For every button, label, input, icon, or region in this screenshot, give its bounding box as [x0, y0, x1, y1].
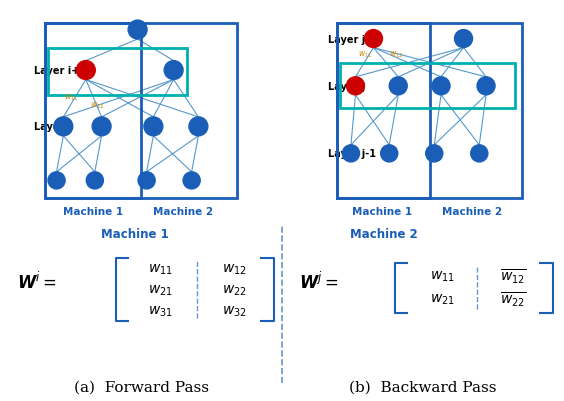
- Circle shape: [138, 172, 155, 189]
- Circle shape: [48, 172, 65, 189]
- Text: $w_{32}$: $w_{32}$: [222, 304, 246, 318]
- Text: $w_{22}$: $w_{22}$: [222, 283, 246, 297]
- Text: $w_{21}$: $w_{21}$: [430, 292, 455, 306]
- Circle shape: [54, 117, 73, 136]
- Circle shape: [183, 172, 200, 189]
- Text: Layer j-1: Layer j-1: [328, 149, 376, 159]
- Text: $w_{11}$: $w_{11}$: [358, 49, 372, 60]
- Text: $\overline{w_{22}}$: $\overline{w_{22}}$: [500, 290, 526, 308]
- Text: $w_{21}$: $w_{21}$: [148, 283, 173, 297]
- Text: $w_{12}$: $w_{12}$: [222, 261, 246, 276]
- Circle shape: [92, 117, 111, 136]
- Text: $w_{11}$: $w_{11}$: [64, 92, 79, 103]
- Circle shape: [76, 61, 95, 80]
- Text: Layer j: Layer j: [328, 82, 365, 91]
- Text: (b)  Backward Pass: (b) Backward Pass: [349, 380, 497, 394]
- Text: Layer i+1: Layer i+1: [34, 66, 86, 76]
- Text: Machine 2: Machine 2: [153, 207, 213, 217]
- Bar: [45, 24, 141, 199]
- Text: $\overline{w_{12}}$: $\overline{w_{12}}$: [500, 266, 526, 285]
- Circle shape: [189, 117, 208, 136]
- Circle shape: [432, 78, 450, 95]
- Text: (a)  Forward Pass: (a) Forward Pass: [73, 380, 209, 394]
- Text: Layer i: Layer i: [34, 122, 71, 132]
- Circle shape: [342, 146, 359, 162]
- Text: Machine 1: Machine 1: [63, 207, 122, 217]
- Bar: [340, 64, 515, 109]
- Bar: [337, 24, 522, 199]
- Text: $w_{12}$: $w_{12}$: [389, 49, 404, 60]
- Circle shape: [389, 78, 407, 95]
- Text: $\boldsymbol{W}^i =$: $\boldsymbol{W}^i =$: [17, 270, 56, 292]
- Circle shape: [426, 146, 443, 162]
- Text: $w_{11}$: $w_{11}$: [148, 261, 173, 276]
- Circle shape: [364, 30, 382, 49]
- Circle shape: [455, 30, 473, 49]
- Text: Layer j+1: Layer j+1: [328, 34, 381, 45]
- Text: Machine 2: Machine 2: [350, 227, 417, 240]
- Circle shape: [471, 146, 488, 162]
- Circle shape: [477, 78, 495, 95]
- Circle shape: [346, 78, 364, 95]
- Bar: [337, 24, 430, 199]
- Text: $w_{12}$: $w_{12}$: [90, 100, 105, 110]
- Text: $w_{31}$: $w_{31}$: [148, 304, 173, 318]
- Text: Machine 1: Machine 1: [102, 227, 169, 240]
- Circle shape: [86, 172, 103, 189]
- Bar: [45, 24, 237, 199]
- Circle shape: [128, 21, 147, 40]
- Circle shape: [164, 61, 183, 80]
- Text: $w_{11}$: $w_{11}$: [430, 269, 455, 283]
- Bar: [47, 49, 187, 95]
- Text: $\boldsymbol{W}^j =$: $\boldsymbol{W}^j =$: [299, 270, 338, 292]
- Circle shape: [381, 146, 398, 162]
- Text: Machine 1: Machine 1: [352, 207, 412, 217]
- Text: Machine 2: Machine 2: [443, 207, 503, 217]
- Circle shape: [144, 117, 163, 136]
